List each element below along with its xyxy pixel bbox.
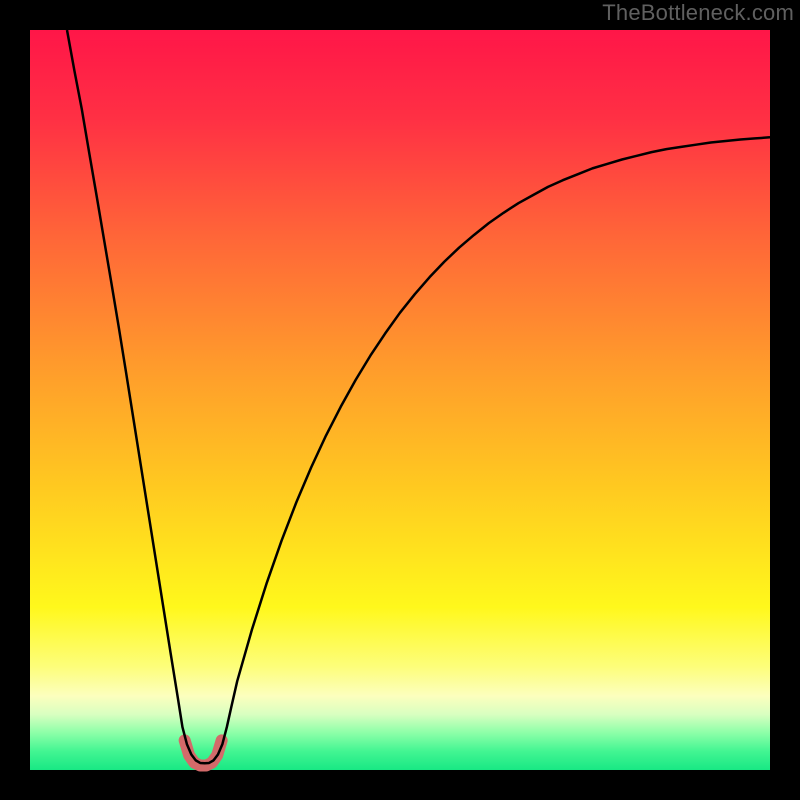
bottleneck-chart — [0, 0, 800, 800]
chart-container: TheBottleneck.com — [0, 0, 800, 800]
plot-gradient-background — [30, 30, 770, 770]
